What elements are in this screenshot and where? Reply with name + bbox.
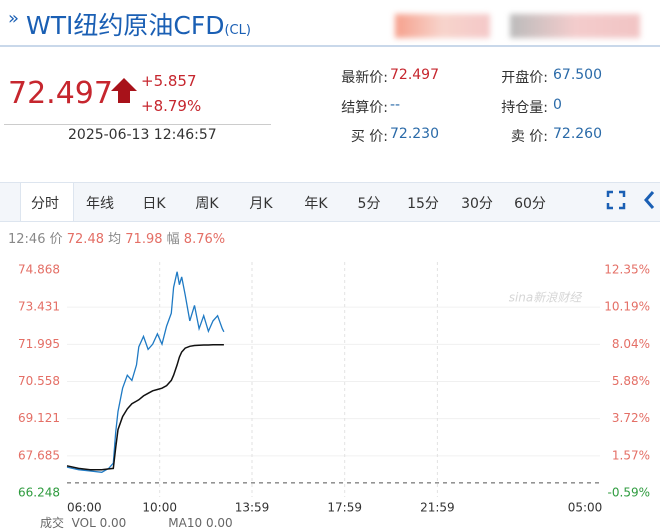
- status-value: 72.48: [66, 232, 104, 247]
- status-label: 价: [49, 232, 63, 247]
- footer: 成交 VOL 0.00 MA10 0.00: [40, 514, 233, 531]
- y-tick-label: 73.431: [18, 300, 60, 314]
- info-label: 开盘价:: [501, 70, 548, 86]
- tab[interactable]: 周K: [195, 196, 219, 212]
- y2-tick-label: 12.35%: [604, 263, 650, 277]
- y-tick-label: 67.685: [18, 448, 60, 462]
- ma: MA10 0.00: [168, 516, 233, 530]
- info-label: 持仓量:: [501, 100, 548, 116]
- y2-tick-label: 3.72%: [612, 411, 650, 425]
- tab[interactable]: 月K: [249, 196, 273, 212]
- y-tick-label: 70.558: [18, 374, 60, 388]
- tab-bar: [0, 182, 660, 222]
- x-tick-label: 10:00: [142, 501, 177, 515]
- x-tick-label: 21:59: [420, 501, 455, 515]
- y-tick-label: 71.995: [18, 337, 60, 351]
- watermark: sina新浪财经: [509, 291, 584, 305]
- tab[interactable]: 分时: [31, 196, 59, 212]
- active-tab-bg: [20, 183, 74, 221]
- info-label: 最新价:: [341, 70, 388, 86]
- info-label: 结算价:: [341, 100, 388, 116]
- status-line: 12:46 价 72.48 均 71.98 幅 8.76%: [8, 228, 225, 247]
- status-value: 71.98: [125, 232, 163, 247]
- title-code: (CL): [224, 23, 251, 38]
- tab[interactable]: 日K: [142, 196, 166, 212]
- y-tick-label: 74.868: [18, 263, 60, 277]
- info-value: --: [390, 97, 401, 113]
- divider: [4, 124, 271, 125]
- info-value: 67.500: [553, 67, 602, 83]
- title: WTI纽约原油CFD(CL): [26, 6, 251, 42]
- vol-label: 成交: [40, 516, 65, 530]
- y2-tick-label: 8.04%: [612, 337, 650, 351]
- info-label: 买 价:: [350, 129, 388, 145]
- tool-icons[interactable]: [606, 190, 656, 212]
- status-label: 幅: [166, 232, 180, 247]
- info-value: 72.230: [390, 126, 439, 142]
- up-arrow: [111, 78, 137, 103]
- x-tick-label: 13:59: [235, 501, 270, 515]
- y2-tick-label: 5.88%: [612, 374, 650, 388]
- y2-tick-label: 1.57%: [612, 448, 650, 462]
- change-pct: +8.79%: [141, 97, 202, 115]
- y2-tick-label: 10.19%: [604, 300, 650, 314]
- change: +5.857: [141, 72, 197, 90]
- price: 72.497: [8, 76, 113, 111]
- vol: VOL 0.00: [71, 516, 127, 530]
- tab[interactable]: 年线: [86, 196, 114, 212]
- header-line: [0, 45, 660, 47]
- title-icon: »: [8, 8, 20, 29]
- x-tick-label: 06:00: [67, 501, 102, 515]
- series-line: [66, 271, 225, 473]
- blurred-user: [395, 14, 490, 38]
- y-tick-label: 66.248: [18, 486, 60, 500]
- tab[interactable]: 5分: [357, 196, 381, 212]
- info-value: 72.497: [390, 67, 439, 83]
- status-value: 8.76%: [183, 232, 226, 247]
- series-line: [66, 343, 224, 471]
- x-tick-label: 05:00: [568, 501, 603, 515]
- info-label: 卖 价:: [510, 129, 548, 145]
- status-label: 均: [108, 232, 122, 247]
- quote-time: 2025-06-13 12:46:57: [68, 127, 217, 143]
- tab[interactable]: 60分: [514, 196, 546, 212]
- tab[interactable]: 30分: [461, 196, 493, 212]
- blurred-app: [510, 14, 640, 38]
- tab[interactable]: 年K: [304, 196, 328, 212]
- info-value: 72.260: [553, 126, 602, 142]
- status-time: 12:46: [8, 232, 46, 247]
- y2-tick-label: -0.59%: [608, 486, 650, 500]
- y-tick-label: 69.121: [18, 411, 60, 425]
- info-value: 0: [553, 97, 562, 113]
- x-tick-label: 17:59: [327, 501, 362, 515]
- title-text: WTI纽约原油CFD: [26, 11, 225, 40]
- tab[interactable]: 15分: [407, 196, 439, 212]
